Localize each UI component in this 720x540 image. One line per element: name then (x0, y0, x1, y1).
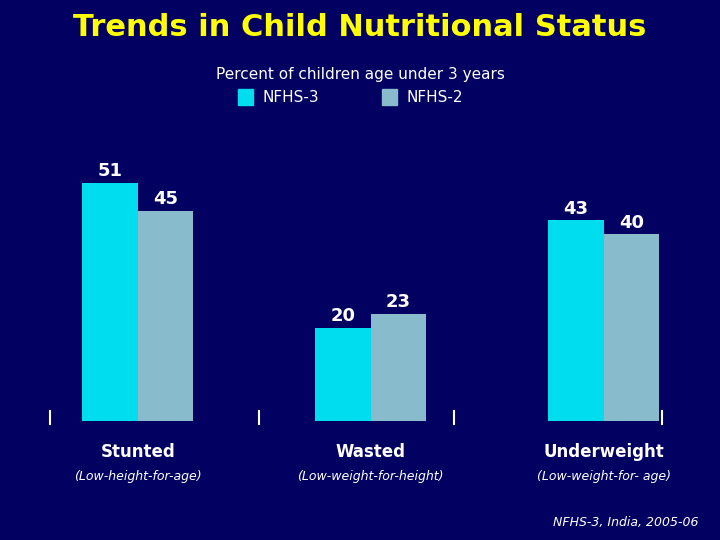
Bar (604, 234, 659, 421)
Text: Stunted: Stunted (100, 443, 175, 461)
Bar (371, 314, 426, 421)
Bar (315, 328, 371, 421)
Text: Wasted: Wasted (336, 443, 406, 461)
Text: (Low-height-for-age): (Low-height-for-age) (74, 470, 202, 483)
Text: 45: 45 (153, 190, 178, 208)
Bar (82, 183, 138, 421)
Text: 43: 43 (564, 200, 588, 218)
Text: 51: 51 (98, 162, 122, 180)
Text: Trends in Child Nutritional Status: Trends in Child Nutritional Status (73, 14, 647, 43)
Text: 20: 20 (330, 307, 356, 325)
Text: NFHS-2: NFHS-2 (406, 90, 462, 105)
Bar (138, 211, 193, 421)
Bar (549, 220, 604, 421)
Text: Percent of children age under 3 years: Percent of children age under 3 years (215, 68, 505, 83)
Text: 23: 23 (386, 293, 411, 311)
Text: NFHS-3, India, 2005-06: NFHS-3, India, 2005-06 (553, 516, 698, 529)
Text: NFHS-3: NFHS-3 (262, 90, 319, 105)
Text: (Low-weight-for-height): (Low-weight-for-height) (297, 470, 444, 483)
Text: (Low-weight-for- age): (Low-weight-for- age) (536, 470, 671, 483)
Text: Underweight: Underweight (544, 443, 664, 461)
Text: 40: 40 (619, 214, 644, 232)
